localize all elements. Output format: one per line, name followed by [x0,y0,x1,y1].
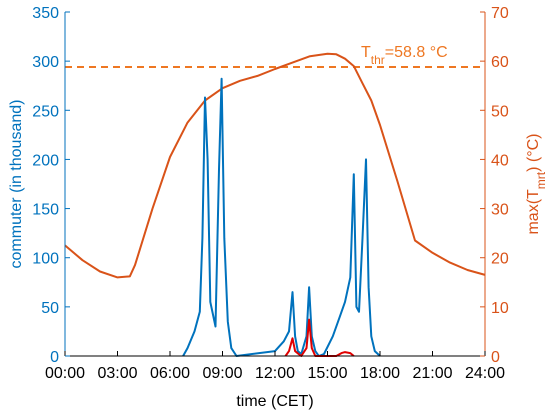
exceedance-line [284,318,355,357]
y-right-tick-label: 40 [491,152,509,169]
y-left-tick-label: 50 [41,300,59,317]
threshold-label-sub: thr [371,53,385,67]
y-right-tick-label: 50 [491,103,509,120]
y-left-tick-label: 200 [32,152,59,169]
y-left-tick-label: 300 [32,54,59,71]
x-tick-label: 21:00 [412,365,452,382]
y-left-tick-label: 100 [32,251,59,268]
y-axis-left-label: commuter (in thousand) [8,100,25,269]
x-axis-label: time (CET) [236,393,313,410]
x-tick-label: 06:00 [150,365,190,382]
y-left-tick-label: 0 [50,349,59,366]
x-tick-label: 09:00 [202,365,242,382]
y-right-tick-label: 30 [491,202,509,219]
x-tick-label: 00:00 [45,365,85,382]
y-left-tick-label: 150 [32,202,59,219]
y-right-label-tail: ) (°C) [525,133,542,171]
x-tick-label: 15:00 [307,365,347,382]
y-left-tick-label: 350 [32,5,59,22]
y-right-tick-label: 70 [491,5,509,22]
x-tick-label: 24:00 [465,365,505,382]
y-right-tick-label: 10 [491,300,509,317]
y-axis-right-label: max(Tmrt) (°C) [525,133,548,234]
x-tick-label: 18:00 [360,365,400,382]
threshold-label-main: T [361,44,371,61]
y-right-label-sub: mrt [534,171,548,189]
plot-area [64,52,486,357]
y-right-tick-label: 20 [491,251,509,268]
axes: 00:00 03:00 06:00 09:00 12:00 15:00 18:00 21:00… [32,5,509,382]
temperature-line [64,52,486,279]
y-right-label-main: max(T [525,189,542,235]
y-right-tick-label: 0 [491,349,500,366]
y-right-tick-label: 60 [491,54,509,71]
commuter-line [182,77,381,357]
x-tick-label: 03:00 [97,365,137,382]
threshold-label: Tthr=58.8 °C [361,44,448,67]
y-left-tick-label: 250 [32,103,59,120]
threshold-label-tail: =58.8 °C [385,44,448,61]
x-tick-label: 12:00 [255,365,295,382]
